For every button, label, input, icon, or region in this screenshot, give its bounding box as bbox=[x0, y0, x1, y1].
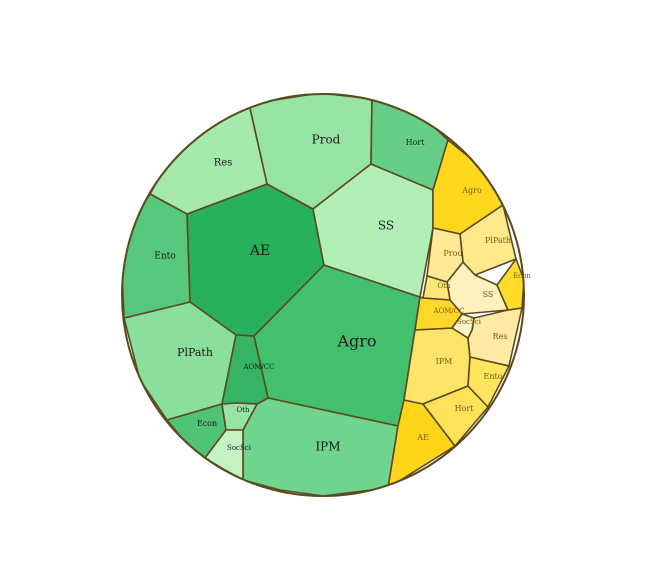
cell-label-g-hort: Hort bbox=[406, 138, 426, 147]
cell-y-socsci[interactable] bbox=[451, 313, 475, 339]
cell-label-g-res: Res bbox=[214, 158, 233, 169]
cell-label-y-aomcc: AOM/CC bbox=[432, 307, 464, 315]
cell-label-g-plpath: PlPath bbox=[177, 346, 213, 359]
cell-label-y-ipm: IPM bbox=[436, 357, 453, 366]
cell-label-g-socsci: SocSci bbox=[227, 444, 252, 452]
cell-label-g-ss: SS bbox=[378, 219, 394, 233]
cell-label-g-aomcc: AOM/CC bbox=[242, 363, 274, 371]
cell-label-g-ipm: IPM bbox=[315, 440, 340, 454]
cell-g-oth[interactable] bbox=[221, 402, 258, 431]
chart-outline bbox=[121, 93, 525, 497]
cell-label-y-econ: Econ bbox=[513, 272, 531, 280]
cell-label-y-socsci: SocSci bbox=[457, 318, 482, 326]
cell-label-y-res: Res bbox=[493, 332, 508, 341]
cell-label-y-hort: Hort bbox=[455, 404, 475, 413]
cell-label-y-plpath: PlPath bbox=[485, 236, 511, 245]
cell-label-g-ae: AE bbox=[249, 243, 270, 259]
labels-layer: Agro AE IPM Prod PlPath SS Res Ento Hort AOM/CC Ec… bbox=[154, 133, 531, 454]
cell-label-y-ae: AE bbox=[416, 433, 429, 442]
cell-label-y-prod: Prod bbox=[443, 249, 462, 258]
cell-label-y-agro: Agro bbox=[461, 186, 482, 195]
cell-y-prod[interactable] bbox=[426, 227, 464, 283]
cell-label-g-oth: Oth bbox=[236, 406, 250, 414]
cell-label-y-oth: Oth bbox=[437, 282, 451, 290]
cell-label-y-ento: Ento bbox=[483, 372, 502, 381]
cell-label-y-ss: SS bbox=[483, 290, 494, 299]
cell-label-g-agro: Agro bbox=[336, 332, 376, 351]
cells-layer bbox=[122, 94, 524, 496]
cell-label-g-ento: Ento bbox=[154, 252, 175, 262]
cell-label-g-prod: Prod bbox=[312, 133, 341, 147]
cell-label-g-econ: Econ bbox=[197, 419, 217, 428]
